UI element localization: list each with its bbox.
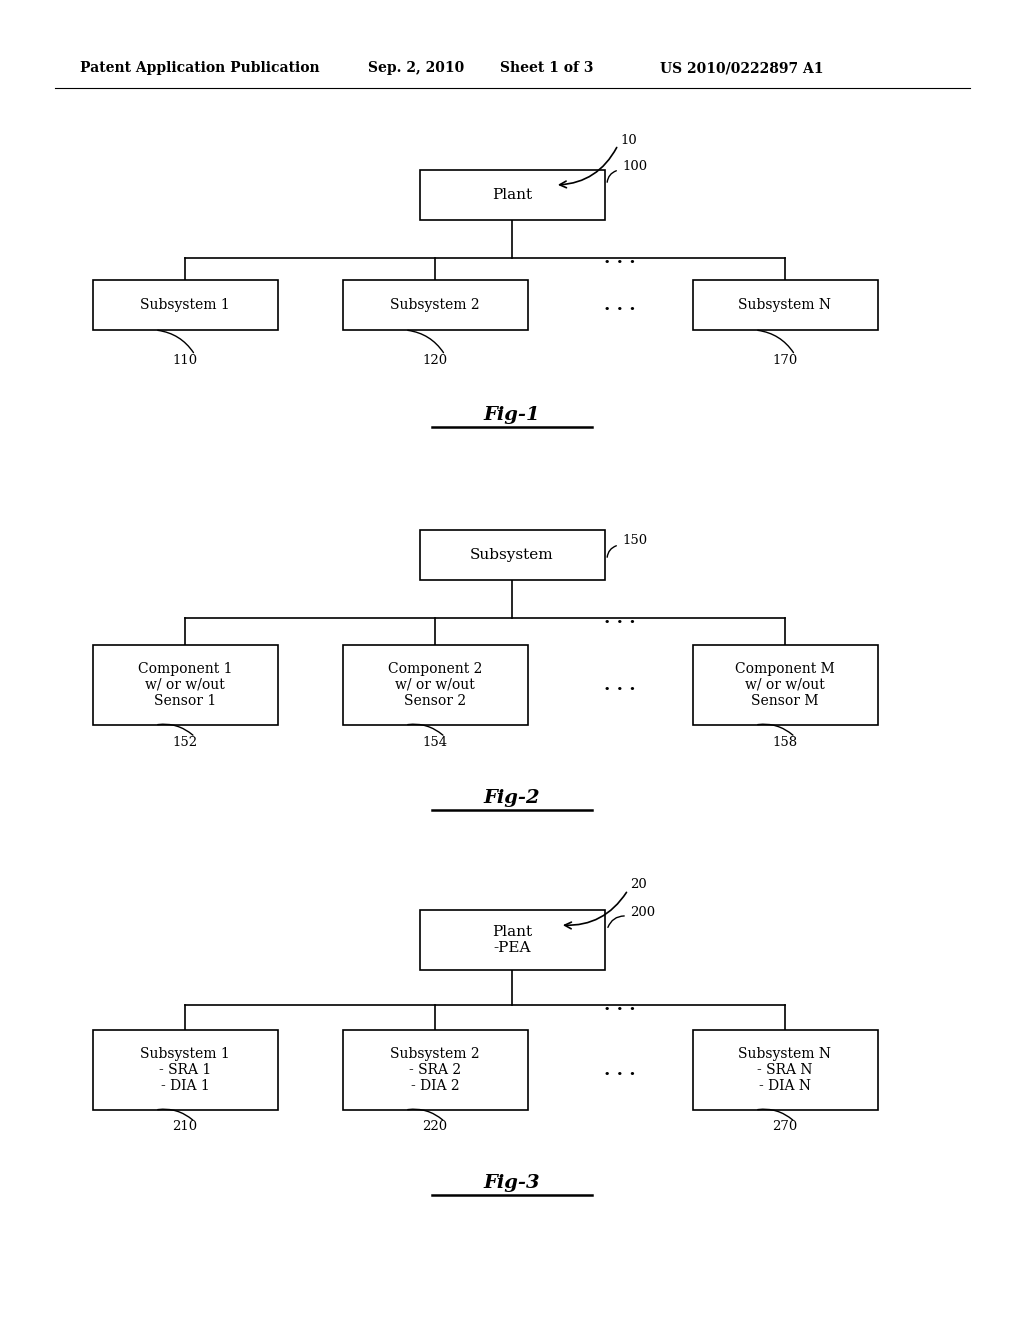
Bar [92,280,278,330]
Text: Component M
w/ or w/out
Sensor M: Component M w/ or w/out Sensor M [735,661,835,709]
Text: . . .: . . . [604,1061,636,1078]
Text: Subsystem 2
- SRA 2
- DIA 2: Subsystem 2 - SRA 2 - DIA 2 [390,1047,480,1093]
FancyArrowPatch shape [158,1109,193,1121]
Text: . . .: . . . [604,676,636,694]
FancyArrowPatch shape [408,1109,443,1121]
Text: Patent Application Publication: Patent Application Publication [80,61,319,75]
Text: Sep. 2, 2010: Sep. 2, 2010 [368,61,464,75]
Bar [692,1030,878,1110]
Text: 120: 120 [423,354,447,367]
Bar [342,645,527,725]
FancyArrowPatch shape [158,330,194,352]
Text: 220: 220 [423,1121,447,1134]
Bar [92,1030,278,1110]
Text: 100: 100 [622,161,647,173]
Text: . . .: . . . [604,997,636,1014]
Text: . . .: . . . [604,296,636,314]
Text: Subsystem 2: Subsystem 2 [390,298,480,312]
FancyArrowPatch shape [607,545,616,557]
Text: Subsystem N: Subsystem N [738,298,831,312]
Bar [92,645,278,725]
Text: Plant
-PEA: Plant -PEA [492,925,532,956]
Text: 152: 152 [172,735,198,748]
Text: 154: 154 [423,735,447,748]
FancyArrowPatch shape [564,892,627,929]
FancyArrowPatch shape [560,148,616,187]
FancyArrowPatch shape [758,1109,793,1121]
Text: 200: 200 [630,906,655,919]
Text: . . .: . . . [604,609,636,627]
FancyArrowPatch shape [608,916,625,928]
Text: . . .: . . . [604,249,636,267]
FancyArrowPatch shape [158,725,193,735]
Text: Fig-2: Fig-2 [483,789,541,807]
Text: Component 1
w/ or w/out
Sensor 1: Component 1 w/ or w/out Sensor 1 [138,661,232,709]
Bar [420,531,604,579]
Text: 150: 150 [622,533,647,546]
Text: Fig-1: Fig-1 [483,407,541,424]
Text: Plant: Plant [492,187,532,202]
FancyArrowPatch shape [408,330,443,352]
Text: Subsystem 1: Subsystem 1 [140,298,229,312]
Bar [420,909,604,970]
Bar [342,280,527,330]
Text: 10: 10 [620,133,637,147]
Text: Subsystem N
- SRA N
- DIA N: Subsystem N - SRA N - DIA N [738,1047,831,1093]
Text: 110: 110 [172,354,198,367]
Text: Subsystem 1
- SRA 1
- DIA 1: Subsystem 1 - SRA 1 - DIA 1 [140,1047,229,1093]
Text: Fig-3: Fig-3 [483,1173,541,1192]
Text: US 2010/0222897 A1: US 2010/0222897 A1 [660,61,823,75]
FancyArrowPatch shape [408,725,443,735]
Bar [342,1030,527,1110]
Text: 158: 158 [772,735,798,748]
FancyArrowPatch shape [758,330,794,352]
Bar [420,170,604,220]
FancyArrowPatch shape [758,725,793,735]
Text: 270: 270 [772,1121,798,1134]
Text: 170: 170 [772,354,798,367]
Text: Component 2
w/ or w/out
Sensor 2: Component 2 w/ or w/out Sensor 2 [388,661,482,709]
Text: Sheet 1 of 3: Sheet 1 of 3 [500,61,594,75]
Text: Subsystem: Subsystem [470,548,554,562]
Bar [692,280,878,330]
Text: 210: 210 [172,1121,198,1134]
Bar [692,645,878,725]
FancyArrowPatch shape [607,170,616,182]
Text: 20: 20 [630,879,647,891]
